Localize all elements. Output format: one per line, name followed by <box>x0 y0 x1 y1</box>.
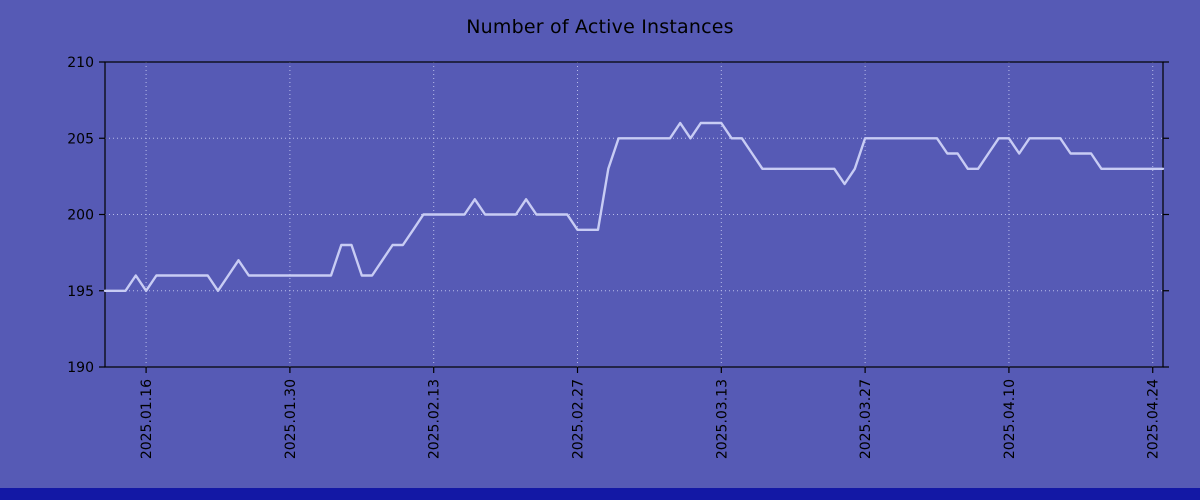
svg-text:2025.02.27: 2025.02.27 <box>571 379 587 459</box>
line-chart: 190 195 200 205 210 2025.01.16 2025.01.30 2025.… <box>67 55 1169 459</box>
svg-text:2025.01.16: 2025.01.16 <box>139 379 155 459</box>
svg-text:2025.01.30: 2025.01.30 <box>283 379 299 459</box>
svg-text:210: 210 <box>67 55 94 71</box>
svg-text:2025.03.27: 2025.03.27 <box>858 379 874 459</box>
svg-text:2025.03.13: 2025.03.13 <box>714 379 730 459</box>
chart-title: Number of Active Instances <box>466 16 734 38</box>
footer-strip <box>0 488 1200 500</box>
svg-text:2025.04.24: 2025.04.24 <box>1146 379 1162 459</box>
svg-text:2025.04.10: 2025.04.10 <box>1002 379 1018 459</box>
svg-text:205: 205 <box>67 131 94 147</box>
svg-text:195: 195 <box>67 284 94 300</box>
svg-text:190: 190 <box>67 360 94 376</box>
svg-text:2025.02.13: 2025.02.13 <box>427 379 443 459</box>
svg-text:200: 200 <box>67 208 94 224</box>
